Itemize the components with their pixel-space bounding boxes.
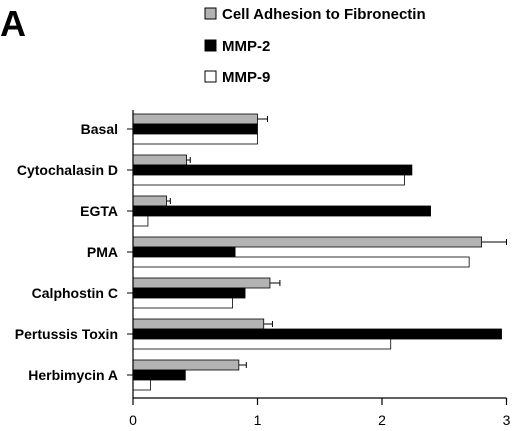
legend-swatch-mmp9 xyxy=(204,70,217,83)
bar-mmp9-5 xyxy=(132,338,392,350)
x-tick-label-1: 1 xyxy=(254,412,262,428)
bar-mmp9-1 xyxy=(132,174,405,186)
x-tick-label-3: 3 xyxy=(503,412,511,428)
x-tick-label-2: 2 xyxy=(378,412,386,428)
category-label-2: EGTA xyxy=(80,203,118,219)
bar-adhesion-0 xyxy=(132,113,258,125)
bar-mmp2-3 xyxy=(132,246,236,258)
category-label-1: Cytochalasin D xyxy=(17,162,118,178)
bar-adhesion-4 xyxy=(132,277,271,289)
category-label-6: Herbimycin A xyxy=(28,367,118,383)
legend-swatch-mmp2 xyxy=(204,39,217,52)
bar-mmp2-0 xyxy=(132,123,258,135)
bar-mmp9-6 xyxy=(132,379,151,391)
bar-mmp9-2 xyxy=(132,215,149,227)
bar-mmp2-4 xyxy=(132,287,246,299)
bar-mmp9-3 xyxy=(132,256,470,268)
bar-mmp9-4 xyxy=(132,297,233,309)
bar-mmp2-2 xyxy=(132,205,431,217)
legend-swatch-adhesion xyxy=(204,7,217,20)
category-label-5: Pertussis Toxin xyxy=(15,326,118,342)
bar-adhesion-3 xyxy=(132,236,483,248)
bar-adhesion-2 xyxy=(132,195,168,207)
legend-label-adhesion: Cell Adhesion to Fibronectin xyxy=(222,6,426,23)
bar-mmp2-6 xyxy=(132,369,186,381)
bar-adhesion-5 xyxy=(132,318,265,330)
bar-mmp2-5 xyxy=(132,328,502,340)
legend-label-mmp9: MMP-9 xyxy=(222,69,270,86)
bar-mmp9-0 xyxy=(132,133,258,145)
category-label-3: PMA xyxy=(87,244,118,260)
category-label-4: Calphostin C xyxy=(32,285,118,301)
category-label-0: Basal xyxy=(81,121,118,137)
legend: Cell Adhesion to Fibronectin MMP-2 MMP-9 xyxy=(204,6,426,86)
bar-adhesion-6 xyxy=(132,359,240,371)
x-tick-label-0: 0 xyxy=(129,412,137,428)
legend-label-mmp2: MMP-2 xyxy=(222,38,270,55)
bar-mmp2-1 xyxy=(132,164,413,176)
panel-label: A xyxy=(0,3,26,44)
plot-area: Basal Cytochalasin D EGTA PMA Calphostin C Pe… xyxy=(15,110,511,428)
bar-adhesion-1 xyxy=(132,154,187,166)
